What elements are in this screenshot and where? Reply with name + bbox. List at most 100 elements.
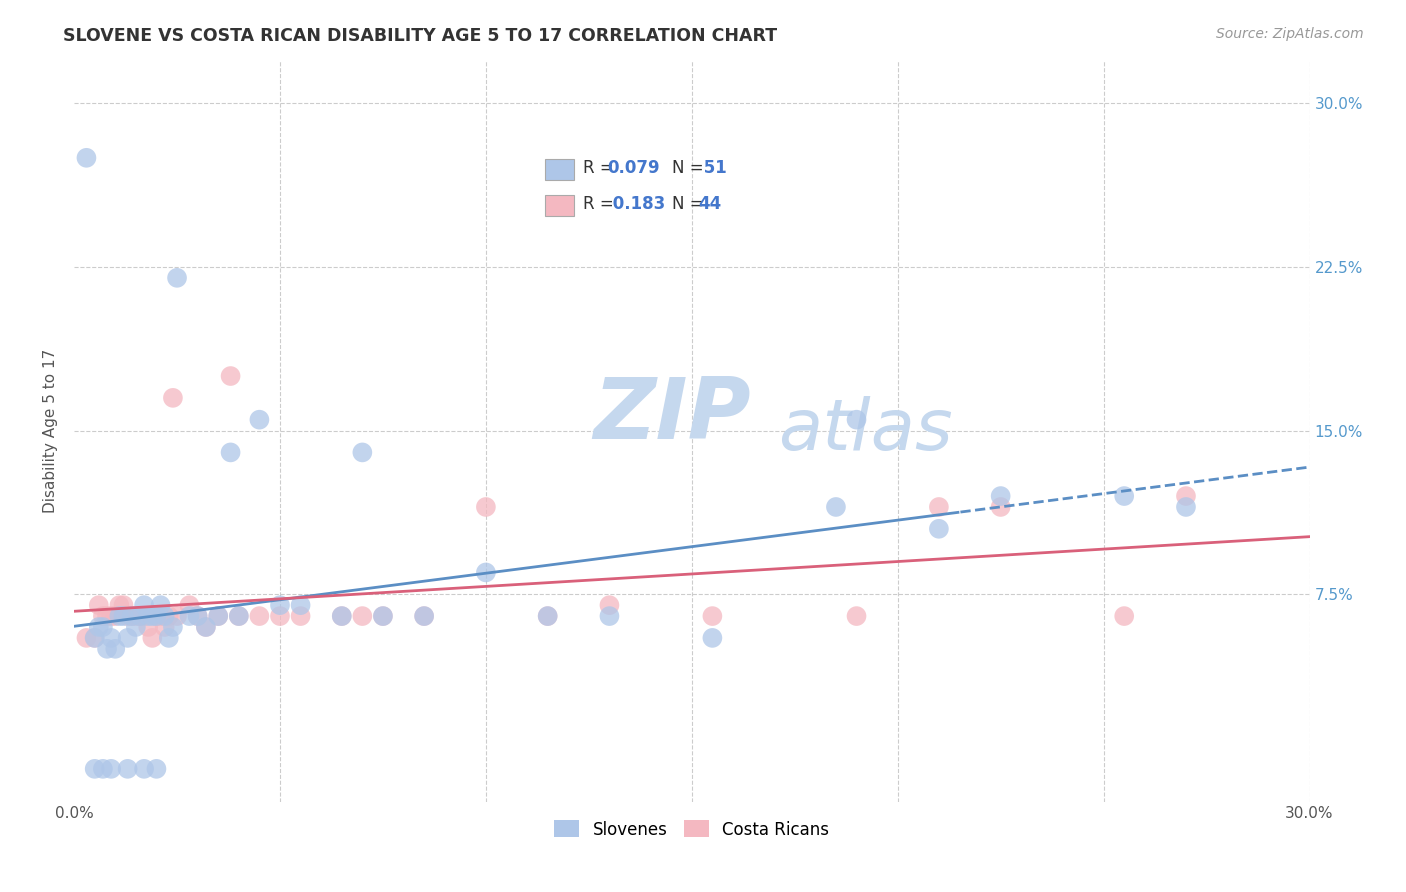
Point <box>83 631 105 645</box>
Point <box>290 598 312 612</box>
Text: N =: N = <box>672 159 709 177</box>
Point <box>162 620 184 634</box>
Point <box>290 609 312 624</box>
Point <box>475 566 498 580</box>
Point <box>247 412 270 426</box>
Point <box>194 620 217 634</box>
Point <box>330 609 353 624</box>
Point <box>219 445 242 459</box>
Point <box>179 609 201 624</box>
Point <box>928 522 950 536</box>
Point <box>825 500 848 514</box>
Point <box>330 609 353 624</box>
Point <box>145 762 167 776</box>
Point <box>129 609 152 624</box>
Point <box>702 631 724 645</box>
Point <box>475 500 498 514</box>
Point <box>598 609 620 624</box>
Point <box>83 762 105 776</box>
Text: 0.183: 0.183 <box>607 195 665 213</box>
Text: 0.079: 0.079 <box>607 159 659 177</box>
Point <box>928 500 950 514</box>
Text: atlas: atlas <box>779 396 953 465</box>
Text: R =: R = <box>583 195 619 213</box>
Text: 51: 51 <box>699 159 727 177</box>
Text: 44: 44 <box>699 195 721 213</box>
Point <box>145 609 167 624</box>
Point <box>132 762 155 776</box>
Point <box>194 620 217 634</box>
Point <box>75 151 97 165</box>
Point <box>100 631 122 645</box>
Point <box>117 762 139 776</box>
Point <box>371 609 394 624</box>
Point <box>598 598 620 612</box>
Point <box>219 369 242 384</box>
Point <box>100 762 122 776</box>
Point <box>108 598 131 612</box>
Text: ZIP: ZIP <box>593 375 751 458</box>
Point <box>104 641 127 656</box>
Bar <box>546 195 574 216</box>
Point <box>166 609 188 624</box>
Point <box>207 609 229 624</box>
Point <box>1175 500 1198 514</box>
Point <box>371 609 394 624</box>
Point <box>87 598 110 612</box>
Bar <box>546 159 574 180</box>
Point <box>112 609 135 624</box>
Point <box>75 631 97 645</box>
Point <box>121 609 143 624</box>
Point <box>845 412 868 426</box>
Point <box>96 609 118 624</box>
Point <box>187 609 209 624</box>
Point <box>132 598 155 612</box>
Point <box>100 609 122 624</box>
Point <box>157 631 180 645</box>
Text: N =: N = <box>672 195 709 213</box>
Point <box>702 609 724 624</box>
Point <box>91 762 114 776</box>
Legend: Slovenes, Costa Ricans: Slovenes, Costa Ricans <box>547 814 837 846</box>
Point <box>117 609 139 624</box>
Point <box>207 609 229 624</box>
Point <box>247 609 270 624</box>
Point <box>537 609 560 624</box>
Point <box>121 609 143 624</box>
Point <box>149 609 172 624</box>
Point <box>413 609 436 624</box>
Point <box>104 609 127 624</box>
Point <box>129 609 152 624</box>
Point <box>352 445 374 459</box>
Point <box>83 631 105 645</box>
Point <box>845 609 868 624</box>
Point <box>136 620 159 634</box>
Point <box>162 391 184 405</box>
Point <box>228 609 250 624</box>
Point <box>87 620 110 634</box>
Point <box>1114 609 1136 624</box>
Point <box>117 631 139 645</box>
Y-axis label: Disability Age 5 to 17: Disability Age 5 to 17 <box>44 349 58 513</box>
Point <box>91 609 114 624</box>
Point <box>228 609 250 624</box>
Text: SLOVENE VS COSTA RICAN DISABILITY AGE 5 TO 17 CORRELATION CHART: SLOVENE VS COSTA RICAN DISABILITY AGE 5 … <box>63 27 778 45</box>
Point <box>1114 489 1136 503</box>
Point <box>166 270 188 285</box>
Point <box>187 609 209 624</box>
Point <box>125 620 148 634</box>
Point <box>145 609 167 624</box>
Point <box>269 609 291 624</box>
Point <box>96 641 118 656</box>
Point <box>141 609 163 624</box>
Point <box>125 609 148 624</box>
Point <box>112 598 135 612</box>
Point <box>157 609 180 624</box>
Point <box>91 620 114 634</box>
Point <box>141 631 163 645</box>
Point <box>990 500 1012 514</box>
Point <box>990 489 1012 503</box>
Point <box>352 609 374 624</box>
Point <box>136 609 159 624</box>
Point <box>537 609 560 624</box>
